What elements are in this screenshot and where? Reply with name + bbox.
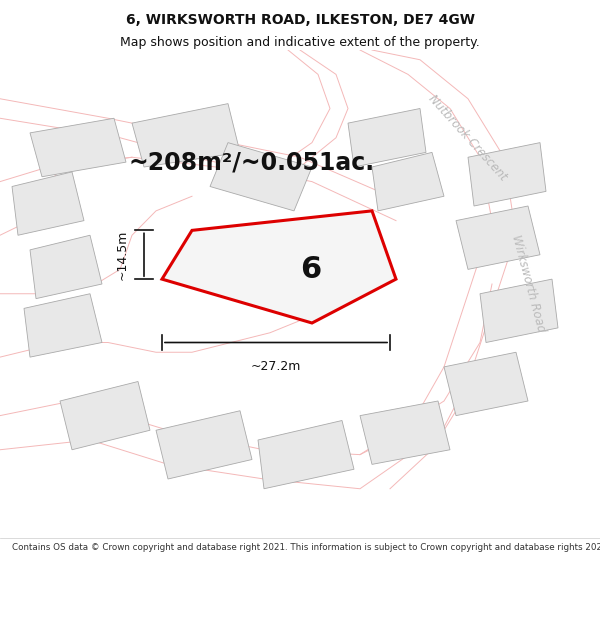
Text: 6, WIRKSWORTH ROAD, ILKESTON, DE7 4GW: 6, WIRKSWORTH ROAD, ILKESTON, DE7 4GW	[125, 12, 475, 26]
Polygon shape	[162, 211, 396, 323]
Polygon shape	[444, 352, 528, 416]
Polygon shape	[12, 172, 84, 235]
Polygon shape	[60, 381, 150, 450]
Text: Map shows position and indicative extent of the property.: Map shows position and indicative extent…	[120, 36, 480, 49]
Text: ~208m²/~0.051ac.: ~208m²/~0.051ac.	[129, 150, 375, 174]
Polygon shape	[30, 118, 126, 177]
Polygon shape	[456, 206, 540, 269]
Polygon shape	[468, 142, 546, 206]
Polygon shape	[132, 104, 240, 167]
Text: ~14.5m: ~14.5m	[116, 229, 129, 280]
Text: ~27.2m: ~27.2m	[251, 359, 301, 372]
Polygon shape	[480, 279, 558, 342]
Polygon shape	[30, 235, 102, 299]
Polygon shape	[210, 142, 312, 211]
Polygon shape	[156, 411, 252, 479]
Text: Wirksworth Road: Wirksworth Road	[509, 234, 547, 334]
Polygon shape	[360, 401, 450, 464]
Text: 6: 6	[300, 255, 322, 284]
Polygon shape	[348, 109, 426, 167]
Polygon shape	[258, 421, 354, 489]
Polygon shape	[372, 152, 444, 211]
Polygon shape	[24, 294, 102, 357]
Text: Contains OS data © Crown copyright and database right 2021. This information is : Contains OS data © Crown copyright and d…	[12, 542, 600, 552]
Text: Nutbrook Crescent: Nutbrook Crescent	[426, 92, 510, 183]
